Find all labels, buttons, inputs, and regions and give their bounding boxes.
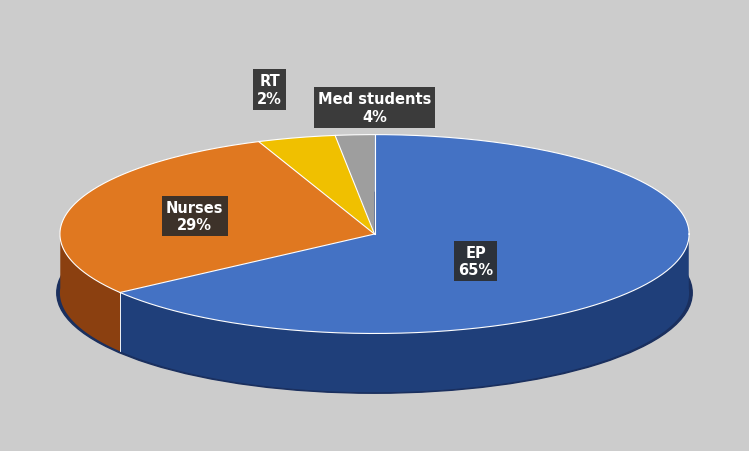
Polygon shape (120, 230, 689, 392)
Polygon shape (60, 142, 374, 293)
Polygon shape (120, 135, 689, 334)
Text: RT
2%: RT 2% (257, 74, 282, 106)
Polygon shape (60, 230, 120, 351)
Ellipse shape (57, 193, 692, 393)
Text: Nurses
29%: Nurses 29% (166, 200, 223, 233)
Text: EP
65%: EP 65% (458, 245, 493, 278)
Text: Med students
4%: Med students 4% (318, 92, 431, 124)
Polygon shape (335, 135, 374, 235)
Polygon shape (258, 136, 374, 235)
